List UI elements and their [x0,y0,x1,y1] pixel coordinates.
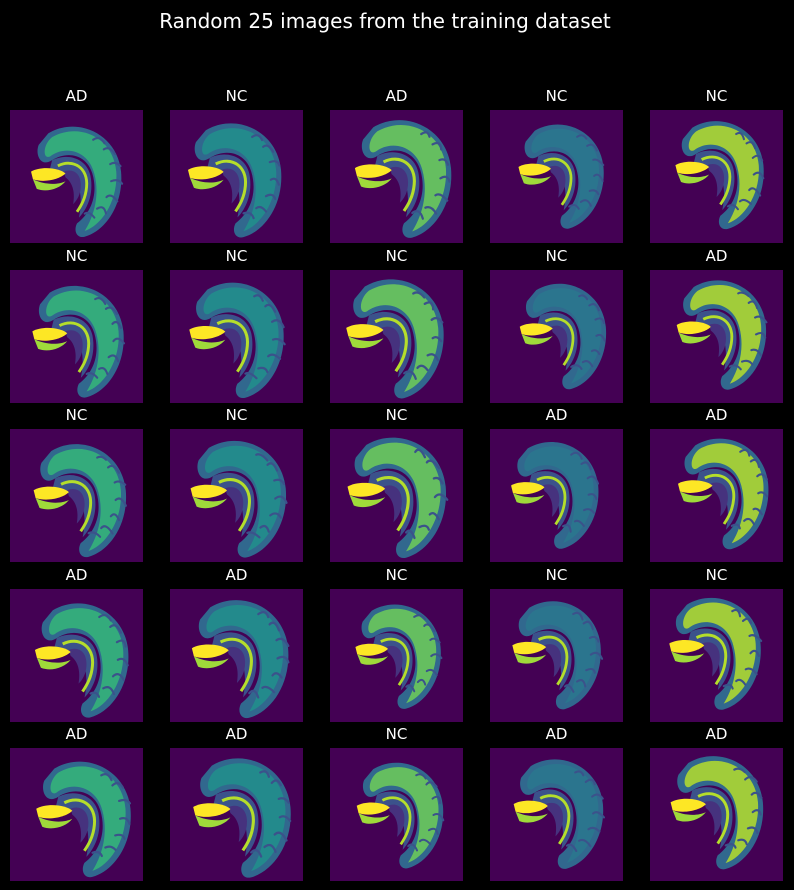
image-label: NC [225,87,248,105]
brain-scan-image [490,269,623,403]
image-cell: AD [170,565,303,722]
brain-scan-image [490,748,623,881]
image-cell: NC [490,565,623,722]
image-cell: AD [490,724,623,881]
image-label: NC [705,87,728,105]
image-label: NC [545,565,568,584]
image-cell: NC [330,405,463,562]
image-cell: AD [490,405,623,562]
image-label: AD [545,406,568,424]
brain-scan-image [10,429,143,562]
brain-scan-image [10,269,143,403]
image-cell: AD [330,86,463,243]
brain-scan-image [330,269,463,403]
image-cell: NC [330,246,463,403]
brain-scan-image [170,269,303,403]
image-label: AD [705,725,728,743]
image-label: NC [705,565,728,584]
image-cell: AD [170,724,303,881]
brain-scan-image [650,110,783,243]
image-cell: NC [490,86,623,243]
image-cell: NC [330,724,463,881]
image-label: AD [545,725,568,743]
brain-scan-image [330,588,463,722]
image-cell: AD [10,724,143,881]
brain-scan-image [10,110,143,243]
image-label: NC [385,246,408,265]
image-grid: AD NC AD NC NC NC NC NC NC AD NC NC NC A… [10,86,783,881]
image-cell: NC [170,86,303,243]
brain-scan-image [490,429,623,562]
brain-scan-image [650,269,783,403]
brain-scan-image [10,748,143,881]
brain-scan-image [490,110,623,243]
brain-scan-image [650,748,783,881]
image-cell: AD [10,565,143,722]
image-label: NC [545,87,568,105]
image-cell: NC [490,246,623,403]
image-label: NC [385,565,408,584]
image-label: NC [385,725,408,743]
brain-scan-image [170,748,303,881]
brain-scan-image [330,110,463,243]
image-cell: NC [10,405,143,562]
image-cell: NC [170,405,303,562]
image-cell: NC [10,246,143,403]
image-label: AD [65,565,88,584]
image-label: AD [705,406,728,424]
image-cell: AD [650,724,783,881]
brain-scan-image [10,588,143,722]
brain-scan-image [330,429,463,562]
image-cell: AD [650,405,783,562]
brain-scan-image [490,588,623,722]
image-label: NC [65,406,88,424]
image-label: AD [225,725,248,743]
brain-scan-image [170,588,303,722]
image-label: AD [705,246,728,265]
image-label: AD [65,725,88,743]
figure-title: Random 25 images from the training datas… [159,9,611,33]
image-cell: NC [170,246,303,403]
image-cell: AD [10,86,143,243]
image-cell: NC [650,565,783,722]
image-label: AD [385,87,408,105]
image-label: NC [225,246,248,265]
image-label: NC [225,406,248,424]
brain-scan-image [650,588,783,722]
image-cell: NC [330,565,463,722]
image-cell: AD [650,246,783,403]
brain-scan-image [650,429,783,562]
image-cell: NC [650,86,783,243]
image-label: NC [545,246,568,265]
brain-scan-image [330,748,463,881]
image-label: AD [65,87,88,105]
image-label: AD [225,565,248,584]
brain-scan-image [170,110,303,243]
brain-scan-image [170,429,303,562]
image-label: NC [385,406,408,424]
image-label: NC [65,246,88,265]
